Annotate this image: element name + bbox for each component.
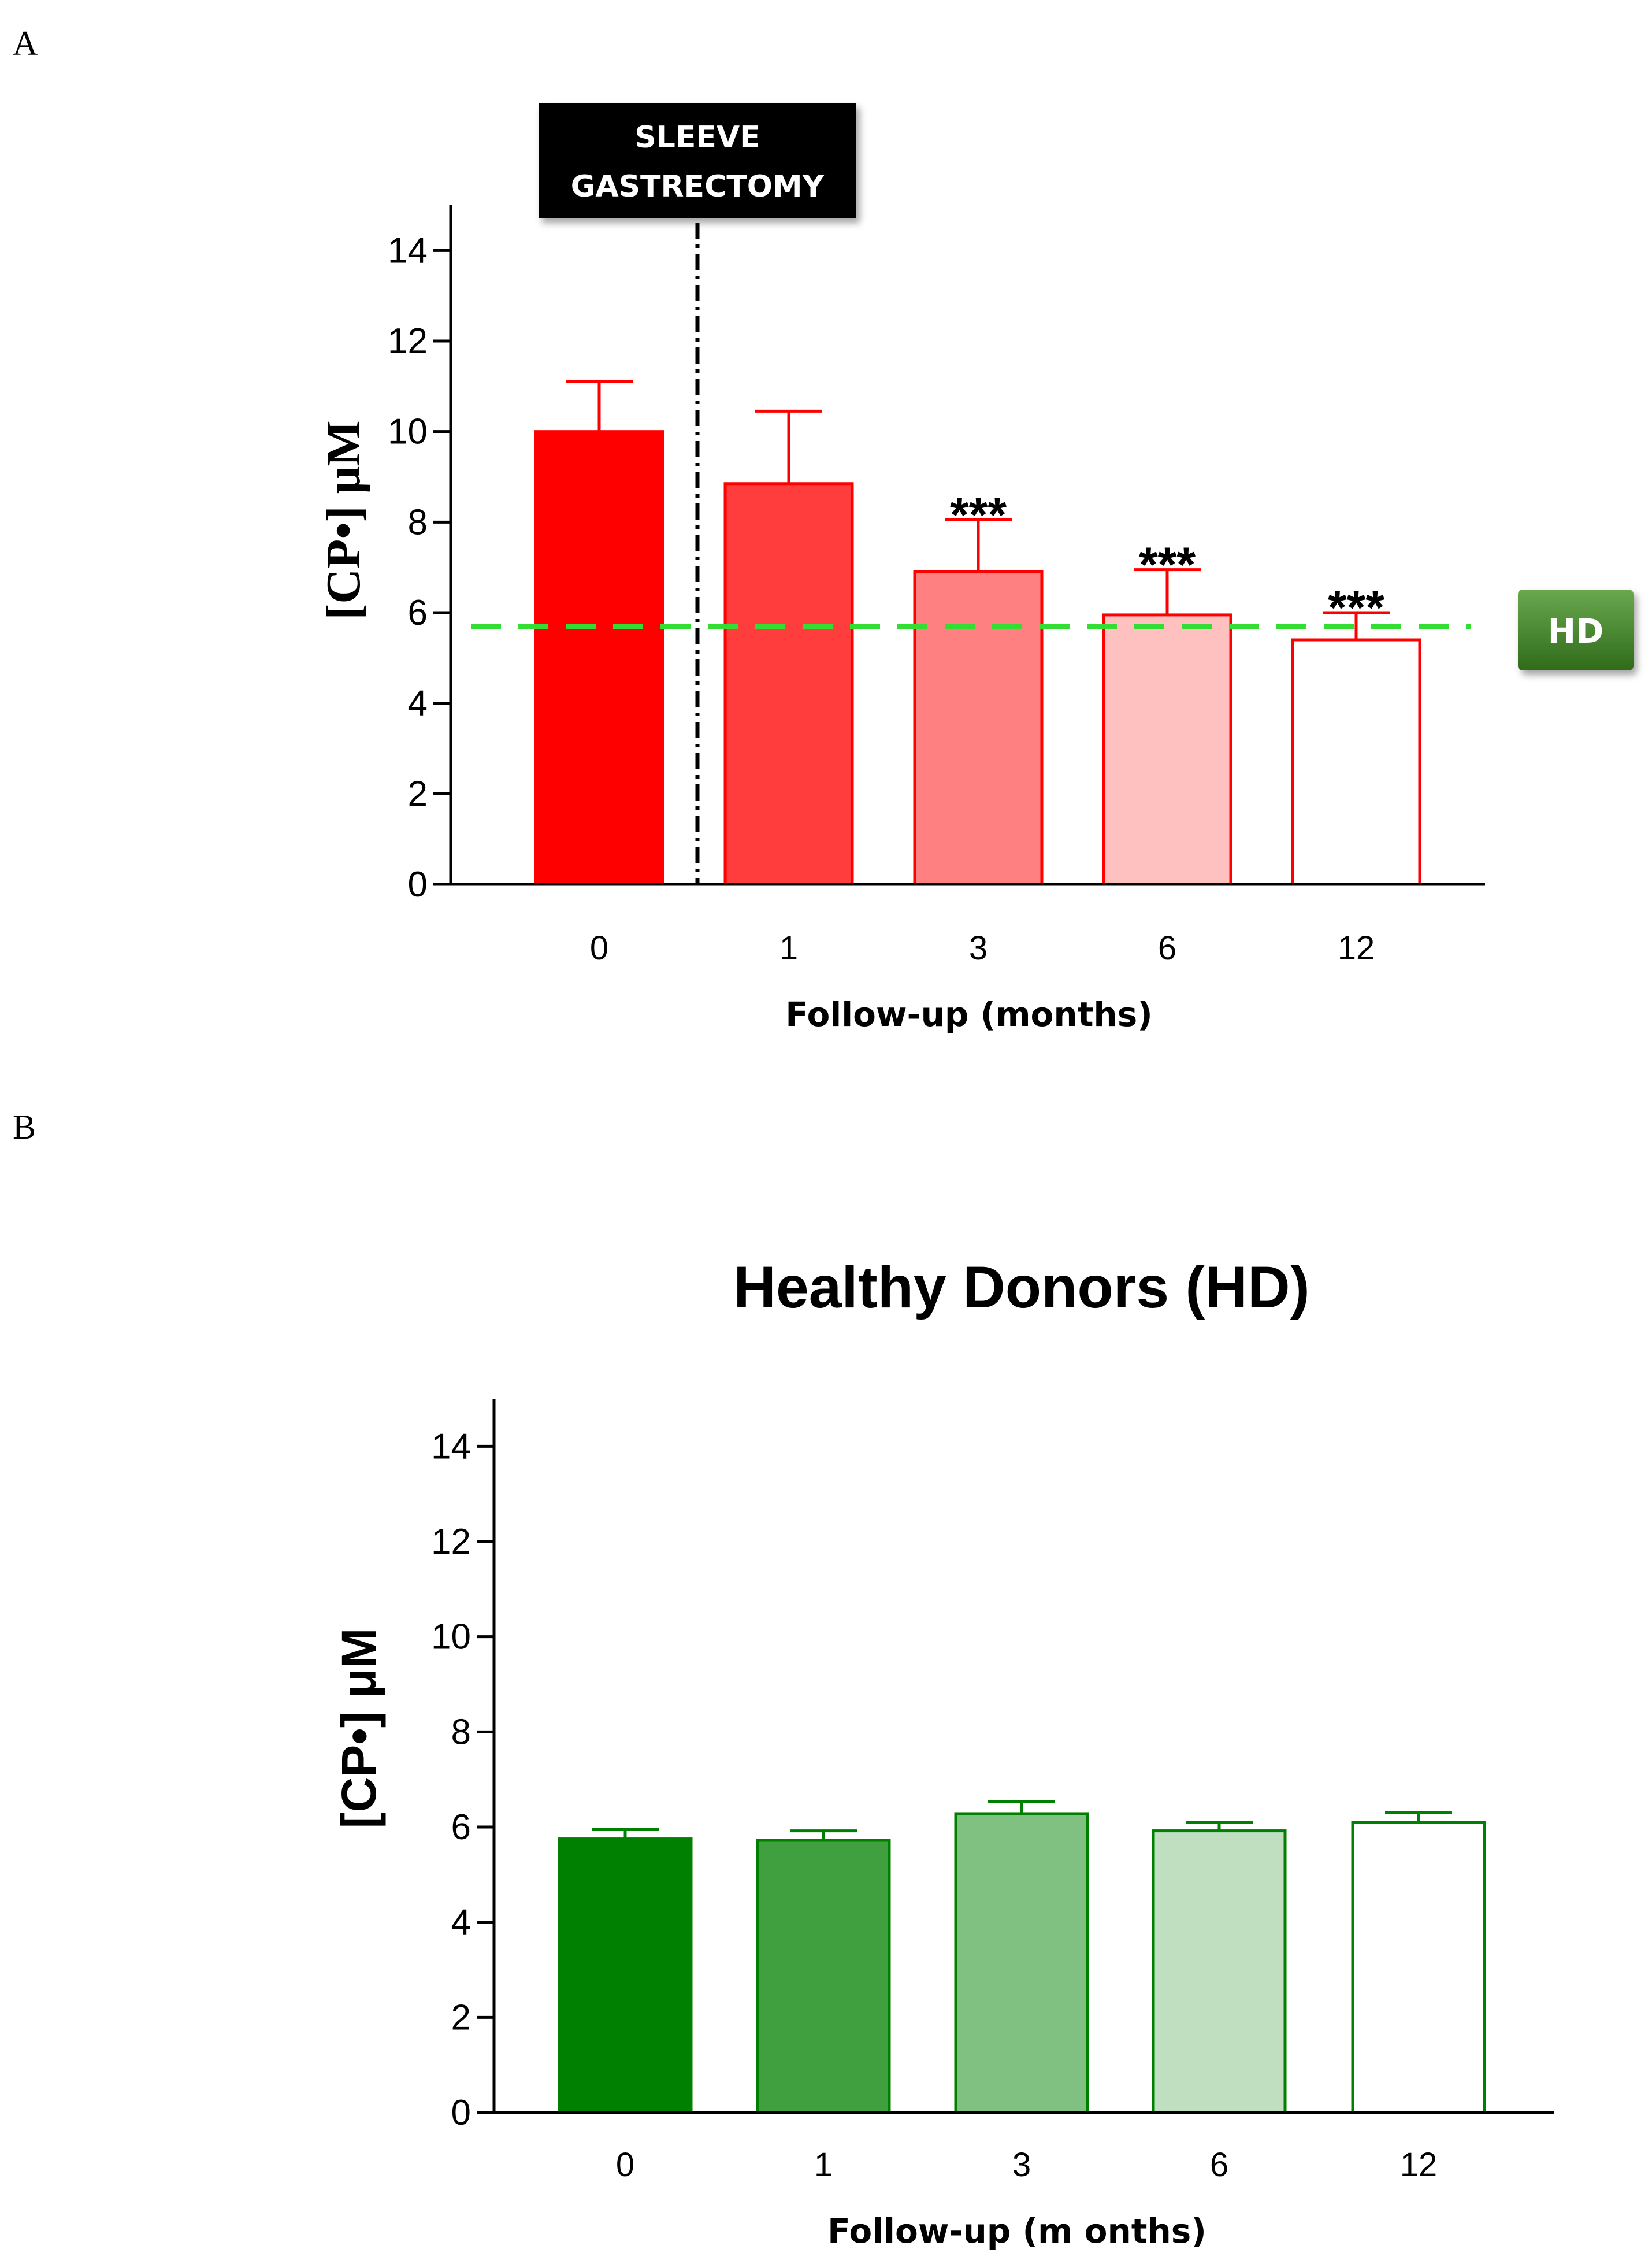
y-tick-label-a-0: 0 — [408, 865, 428, 905]
panel-label-a: A — [13, 24, 38, 62]
bar-a-1 — [723, 482, 854, 886]
y-tick-label-b-2: 2 — [451, 1998, 471, 2037]
y-tick-label-b-8: 8 — [451, 1712, 471, 1752]
y-tick-label-b-6: 6 — [451, 1807, 471, 1847]
x-tick-label-a-12: 12 — [1338, 929, 1375, 967]
bar-a-6 — [1102, 613, 1232, 886]
chart-b: Healthy Donors (HD) 0 1 3 6 12 0 2 4 6 8 10 12 14 Fo… — [332, 1254, 1554, 2251]
y-tick-label-a-6: 6 — [408, 593, 428, 633]
x-tick-label-b-6: 6 — [1210, 2146, 1228, 2184]
y-tick-label-a-14: 14 — [388, 231, 428, 271]
hd-badge-label: HD — [1548, 612, 1604, 651]
bar-b-12 — [1351, 1821, 1486, 2114]
y-tick-label-b-14: 14 — [431, 1426, 471, 1466]
bar-a-0 — [534, 430, 664, 886]
y-tick-label-b-0: 0 — [451, 2093, 471, 2133]
significance-a-6: *** — [1139, 538, 1196, 592]
significance-a-3: *** — [950, 487, 1007, 542]
y-tick-label-a-12: 12 — [388, 321, 428, 361]
sleeve-label-line1: SLEEVE — [634, 120, 760, 155]
bar-a-3 — [913, 570, 1044, 886]
x-tick-label-b-12: 12 — [1400, 2146, 1438, 2184]
bar-b-0 — [558, 1837, 693, 2114]
y-tick-label-a-8: 8 — [408, 502, 428, 542]
sleeve-gastrectomy-box-bg — [539, 103, 856, 218]
x-axis-title-b: Follow-up (m onths) — [827, 2211, 1206, 2251]
x-tick-label-a-0: 0 — [590, 929, 608, 967]
x-tick-label-b-3: 3 — [1012, 2146, 1031, 2184]
x-axis-title-a: Follow-up (months) — [785, 995, 1153, 1034]
y-tick-label-a-2: 2 — [408, 774, 428, 814]
x-tick-label-a-3: 3 — [969, 929, 988, 967]
x-tick-label-a-1: 1 — [779, 929, 798, 967]
y-tick-label-a-4: 4 — [408, 684, 428, 724]
x-tick-label-a-6: 6 — [1158, 929, 1176, 967]
y-axis-title-b: [CP•] μM — [332, 1628, 386, 1829]
chart-title-b: Healthy Donors (HD) — [733, 1254, 1309, 1320]
sleeve-gastrectomy-box: SLEEVE GASTRECTOMY — [539, 103, 856, 218]
bar-a-12 — [1291, 638, 1421, 886]
chart-a: SLEEVE GASTRECTOMY ********* HD 0 1 3 6 1202… — [317, 103, 1634, 1034]
bar-b-6 — [1152, 1829, 1287, 2114]
hd-badge: HD — [1518, 590, 1634, 670]
y-tick-label-a-10: 10 — [388, 412, 428, 452]
panel-label-b: B — [13, 1108, 36, 1146]
x-tick-label-b-0: 0 — [616, 2146, 634, 2184]
sleeve-label-line2: GASTRECTOMY — [571, 169, 825, 204]
y-tick-label-b-4: 4 — [451, 1903, 471, 1943]
bar-b-1 — [756, 1839, 891, 2114]
y-tick-label-b-12: 12 — [431, 1522, 471, 1562]
hd-badge-bg — [1518, 590, 1634, 670]
x-tick-label-b-1: 1 — [814, 2146, 833, 2184]
y-tick-label-b-10: 10 — [431, 1617, 471, 1657]
bar-b-3 — [954, 1812, 1089, 2114]
y-axis-title-a: [CP•] μM — [317, 420, 370, 620]
